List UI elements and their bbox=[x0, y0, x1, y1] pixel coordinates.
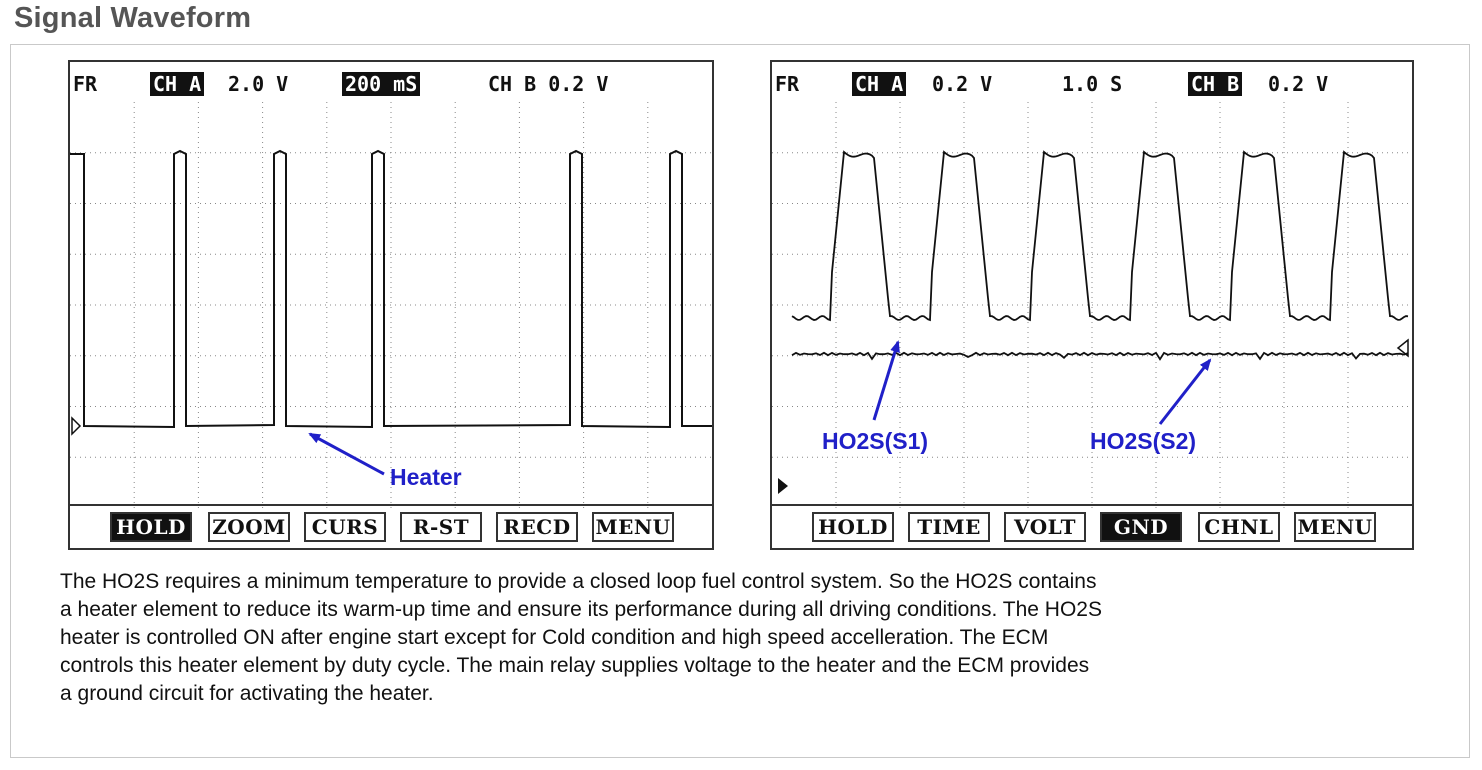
reset-button[interactable]: R-ST bbox=[400, 512, 482, 542]
channel-button[interactable]: CHNL bbox=[1198, 512, 1280, 542]
scope-grid bbox=[772, 102, 1412, 508]
ho2s-s1-annotation: HO2S(S1) bbox=[822, 428, 929, 454]
menu-button[interactable]: MENU bbox=[1294, 512, 1376, 542]
volt-button[interactable]: VOLT bbox=[1004, 512, 1086, 542]
level-marker-icon bbox=[1396, 338, 1409, 358]
description-line: a heater element to reduce its warm-up t… bbox=[60, 598, 1102, 621]
scope-grid bbox=[70, 102, 712, 508]
timebase: 1.0 S bbox=[1062, 72, 1123, 96]
mode-indicator: FR bbox=[775, 72, 800, 96]
channel-a-label: CH A bbox=[150, 72, 205, 96]
softkey-bar: HOLD TIME VOLT GND CHNL MENU bbox=[772, 504, 1412, 548]
channel-b-label: CH B bbox=[1188, 72, 1243, 96]
ho2s-s2-arrow bbox=[1158, 358, 1212, 425]
record-button[interactable]: RECD bbox=[496, 512, 578, 542]
scope-header: FR CH A 0.2 V 1.0 S CH B 0.2 V bbox=[772, 62, 1412, 102]
mode-indicator: FR bbox=[73, 72, 98, 96]
heater-waveform-plot bbox=[70, 102, 712, 508]
softkey-bar: HOLD ZOOM CURS R-ST RECD MENU bbox=[70, 504, 712, 548]
ho2s-s2-annotation: HO2S(S2) bbox=[1090, 428, 1197, 454]
menu-button[interactable]: MENU bbox=[592, 512, 674, 542]
channel-b-scale: 0.2 V bbox=[1268, 72, 1329, 96]
description-line: a ground circuit for activating the heat… bbox=[60, 682, 434, 705]
scope-screen-heater: FR CH A 2.0 V 200 mS CH B 0.2 V HOLD ZOO… bbox=[68, 60, 714, 550]
ho2s-waveform-plot bbox=[772, 102, 1412, 508]
hold-button[interactable]: HOLD bbox=[110, 512, 192, 542]
channel-a-label: CH A bbox=[852, 72, 907, 96]
heater-arrow bbox=[308, 432, 385, 476]
gnd-button[interactable]: GND bbox=[1100, 512, 1182, 542]
time-button[interactable]: TIME bbox=[908, 512, 990, 542]
cursor-button[interactable]: CURS bbox=[304, 512, 386, 542]
page-title: Signal Waveform bbox=[14, 2, 252, 34]
timebase: 200 mS bbox=[342, 72, 421, 96]
description-line: The HO2S requires a minimum temperature … bbox=[60, 570, 1097, 593]
channel-a-scale: 2.0 V bbox=[228, 72, 289, 96]
zoom-button[interactable]: ZOOM bbox=[208, 512, 290, 542]
channel-a-scale: 0.2 V bbox=[932, 72, 993, 96]
hold-button[interactable]: HOLD bbox=[812, 512, 894, 542]
ground-marker-icon bbox=[71, 416, 82, 436]
description-line: controls this heater element by duty cyc… bbox=[60, 654, 1090, 677]
ho2s-s1-arrow bbox=[872, 340, 900, 421]
description-line: heater is controlled ON after engine sta… bbox=[60, 626, 1049, 649]
scope-header: FR CH A 2.0 V 200 mS CH B 0.2 V bbox=[70, 62, 712, 102]
ho2s-s1-trace bbox=[791, 150, 1409, 322]
scope-screen-ho2s: FR CH A 0.2 V 1.0 S CH B 0.2 V HOLD TIME… bbox=[770, 60, 1414, 550]
heater-annotation: Heater bbox=[390, 464, 462, 490]
heater-trace bbox=[70, 149, 712, 429]
description-text: The HO2S requires a minimum temperature … bbox=[60, 568, 1420, 708]
trigger-marker-icon bbox=[778, 478, 788, 494]
channel-b-label: CH B 0.2 V bbox=[488, 72, 609, 96]
